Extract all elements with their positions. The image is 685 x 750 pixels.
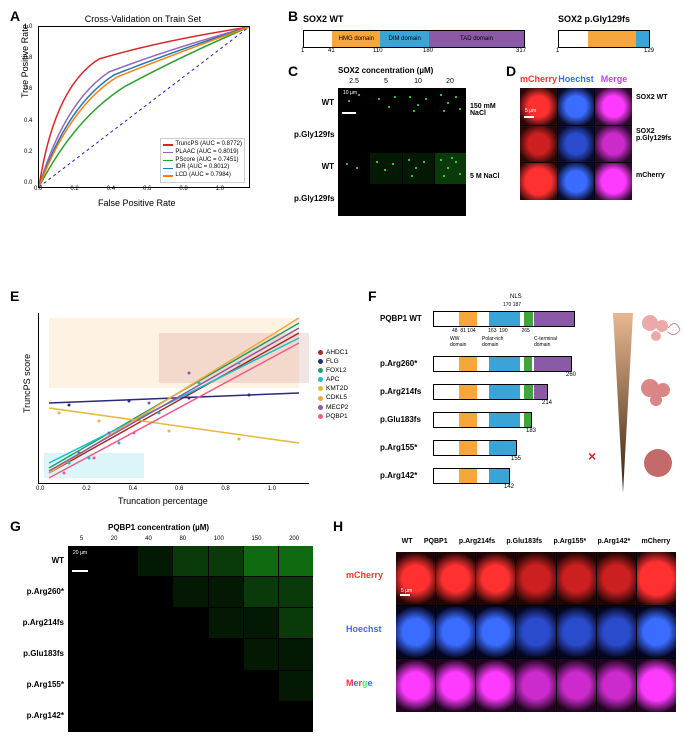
panel-e-label: E xyxy=(10,288,19,304)
panel-g-title: PQBP1 concentration (µM) xyxy=(108,523,209,532)
panel-e-legend: AHDC1 FLG FOXL2 APC KMT2D CDKL5 MECP2 PQ… xyxy=(318,348,348,421)
sox2-wt-title: SOX2 WT xyxy=(303,14,344,24)
panel-f-label: F xyxy=(368,288,377,304)
roc-legend: TruncPS (AUC = 0.8772) PLAAC (AUC = 0.80… xyxy=(160,138,245,183)
panel-h-label: H xyxy=(333,518,343,534)
panel-h-grid xyxy=(396,552,676,712)
figure: A Cross-Validation on Train Set TruncPS … xyxy=(8,8,677,742)
panel-a-title: Cross-Validation on Train Set xyxy=(63,14,223,24)
sox2-fs-bar xyxy=(558,30,650,48)
panel-a-label: A xyxy=(10,8,20,24)
panel-c-label: C xyxy=(288,63,298,79)
sox2-fs-title: SOX2 p.Gly129fs xyxy=(558,14,630,24)
panel-d-label: D xyxy=(506,63,516,79)
sox2-wt-bar: HMG domain DIM domain TAD domain xyxy=(303,30,525,48)
panel-e-xlabel: Truncation percentage xyxy=(118,496,208,506)
panel-c-title: SOX2 concentration (µM) xyxy=(338,66,433,75)
merge-label: Merge xyxy=(346,678,373,688)
panel-e-ylabel: TruncPS score xyxy=(22,354,32,413)
roc-chart: TruncPS (AUC = 0.8772) PLAAC (AUC = 0.80… xyxy=(38,26,250,188)
panel-a-xlabel: False Positive Rate xyxy=(98,198,176,208)
panel-e-scatter xyxy=(38,313,309,484)
panel-c-grid xyxy=(338,88,466,216)
panel-g-grid xyxy=(68,546,313,732)
panel-d-grid xyxy=(520,88,632,200)
panel-f-triangle xyxy=(598,308,683,498)
panel-b-label: B xyxy=(288,8,298,24)
pqbp1-wt-bar xyxy=(433,311,575,327)
panel-g-label: G xyxy=(10,518,21,534)
